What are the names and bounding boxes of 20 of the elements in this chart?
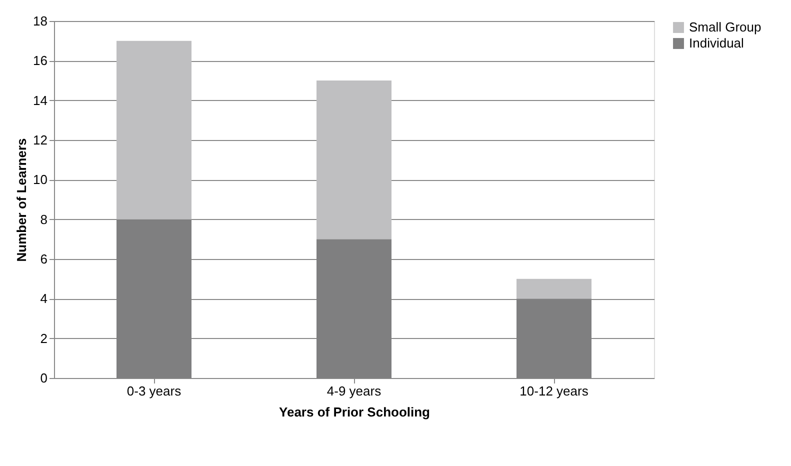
y-tick-label: 4 [40, 291, 48, 306]
bar [116, 40, 192, 220]
x-tick-label: 4-9 years [326, 384, 382, 398]
y-tick-label: 12 [33, 132, 48, 148]
x-axis-title: Years of Prior Schooling [279, 404, 430, 420]
x-tick-label: 0-3 years [126, 384, 182, 398]
y-tick-label: 18 [33, 14, 48, 28]
x-tick-label: 10-12 years [520, 384, 589, 398]
y-tick-label: 14 [33, 92, 48, 108]
y-tick-label: 10 [33, 172, 48, 188]
bar [316, 80, 392, 240]
y-tick-label: 16 [33, 53, 48, 68]
y-tick-label: 0 [40, 370, 48, 386]
legend-label: Small Group [689, 20, 762, 34]
y-tick-label: 6 [40, 252, 48, 266]
legend-label: Individual [689, 36, 744, 50]
y-axis-title: Number of Learners [14, 138, 30, 262]
y-tick-label: 8 [40, 212, 48, 227]
y-tick-label: 2 [40, 330, 48, 346]
bar [516, 278, 592, 299]
